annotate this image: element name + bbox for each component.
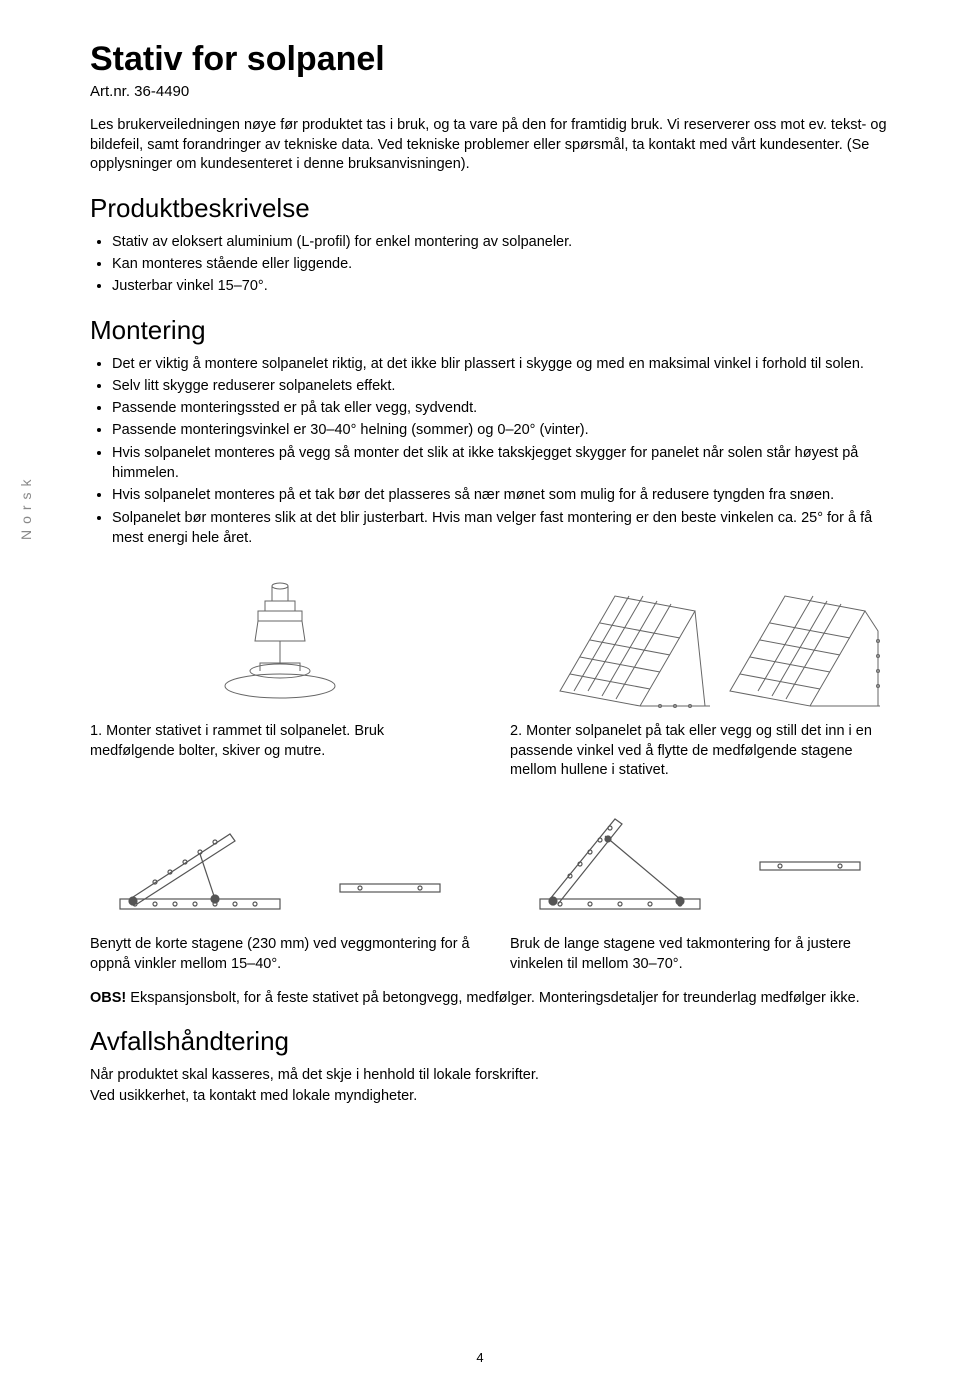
disposal-line-1: Når produktet skal kasseres, må det skje… [90, 1065, 890, 1085]
disposal-section: Avfallshåndtering Når produktet skal kas… [90, 1026, 890, 1106]
bolt-diagram [90, 566, 470, 716]
figure-4: Bruk de lange stagene ved takmontering f… [510, 799, 890, 974]
list-item: Hvis solpanelet monteres på et tak bør d… [112, 485, 890, 505]
step-number: 1. [90, 723, 102, 739]
page-title: Stativ for solpanel [90, 40, 890, 79]
figure-row-1: 1. Monter stativet i rammet til solpanel… [90, 566, 890, 781]
figure-2: 2. Monter solpanelet på tak eller vegg o… [510, 566, 890, 781]
list-item: Det er viktig å montere solpanelet rikti… [112, 354, 890, 374]
list-item: Stativ av eloksert aluminium (L-profil) … [112, 232, 890, 252]
figure-3-caption: Benytt de korte stagene (230 mm) ved veg… [90, 935, 470, 974]
figure-row-2: Benytt de korte stagene (230 mm) ved veg… [90, 799, 890, 974]
list-item: Hvis solpanelet monteres på vegg så mont… [112, 443, 890, 484]
description-list: Stativ av eloksert aluminium (L-profil) … [90, 232, 890, 297]
step-number: 2. [510, 723, 522, 739]
obs-note: OBS! Ekspansjonsbolt, for å feste stativ… [90, 988, 890, 1008]
obs-label: OBS! [90, 990, 126, 1006]
step-text: Monter solpanelet på tak eller vegg og s… [510, 723, 872, 778]
figure-1-caption: 1. Monter stativet i rammet til solpanel… [90, 722, 470, 761]
wall-mount-diagram [90, 799, 470, 929]
section-heading-mounting: Montering [90, 315, 890, 346]
list-item: Passende monteringsvinkel er 30–40° heln… [112, 420, 890, 440]
page-number: 4 [476, 1350, 483, 1365]
roof-mount-diagram [510, 799, 890, 929]
list-item: Selv litt skygge reduserer solpanelets e… [112, 376, 890, 396]
list-item: Kan monteres stående eller liggende. [112, 254, 890, 274]
section-heading-disposal: Avfallshåndtering [90, 1026, 890, 1057]
figure-3: Benytt de korte stagene (230 mm) ved veg… [90, 799, 470, 974]
disposal-line-2: Ved usikkerhet, ta kontakt med lokale my… [90, 1086, 890, 1106]
list-item: Passende monteringssted er på tak eller … [112, 398, 890, 418]
list-item: Solpanelet bør monteres slik at det blir… [112, 508, 890, 549]
language-sidebar: Norsk [18, 473, 34, 540]
mounting-list: Det er viktig å montere solpanelet rikti… [90, 354, 890, 549]
obs-text: Ekspansjonsbolt, for å feste stativet på… [126, 990, 859, 1006]
section-heading-description: Produktbeskrivelse [90, 193, 890, 224]
figure-2-caption: 2. Monter solpanelet på tak eller vegg o… [510, 722, 890, 781]
article-number: Art.nr. 36-4490 [90, 83, 890, 100]
figure-1: 1. Monter stativet i rammet til solpanel… [90, 566, 470, 781]
list-item: Justerbar vinkel 15–70°. [112, 276, 890, 296]
panel-diagram [510, 566, 890, 716]
step-text: Monter stativet i rammet til solpanelet.… [90, 723, 384, 759]
figure-4-caption: Bruk de lange stagene ved takmontering f… [510, 935, 890, 974]
intro-text: Les brukerveiledningen nøye før produkte… [90, 116, 890, 175]
